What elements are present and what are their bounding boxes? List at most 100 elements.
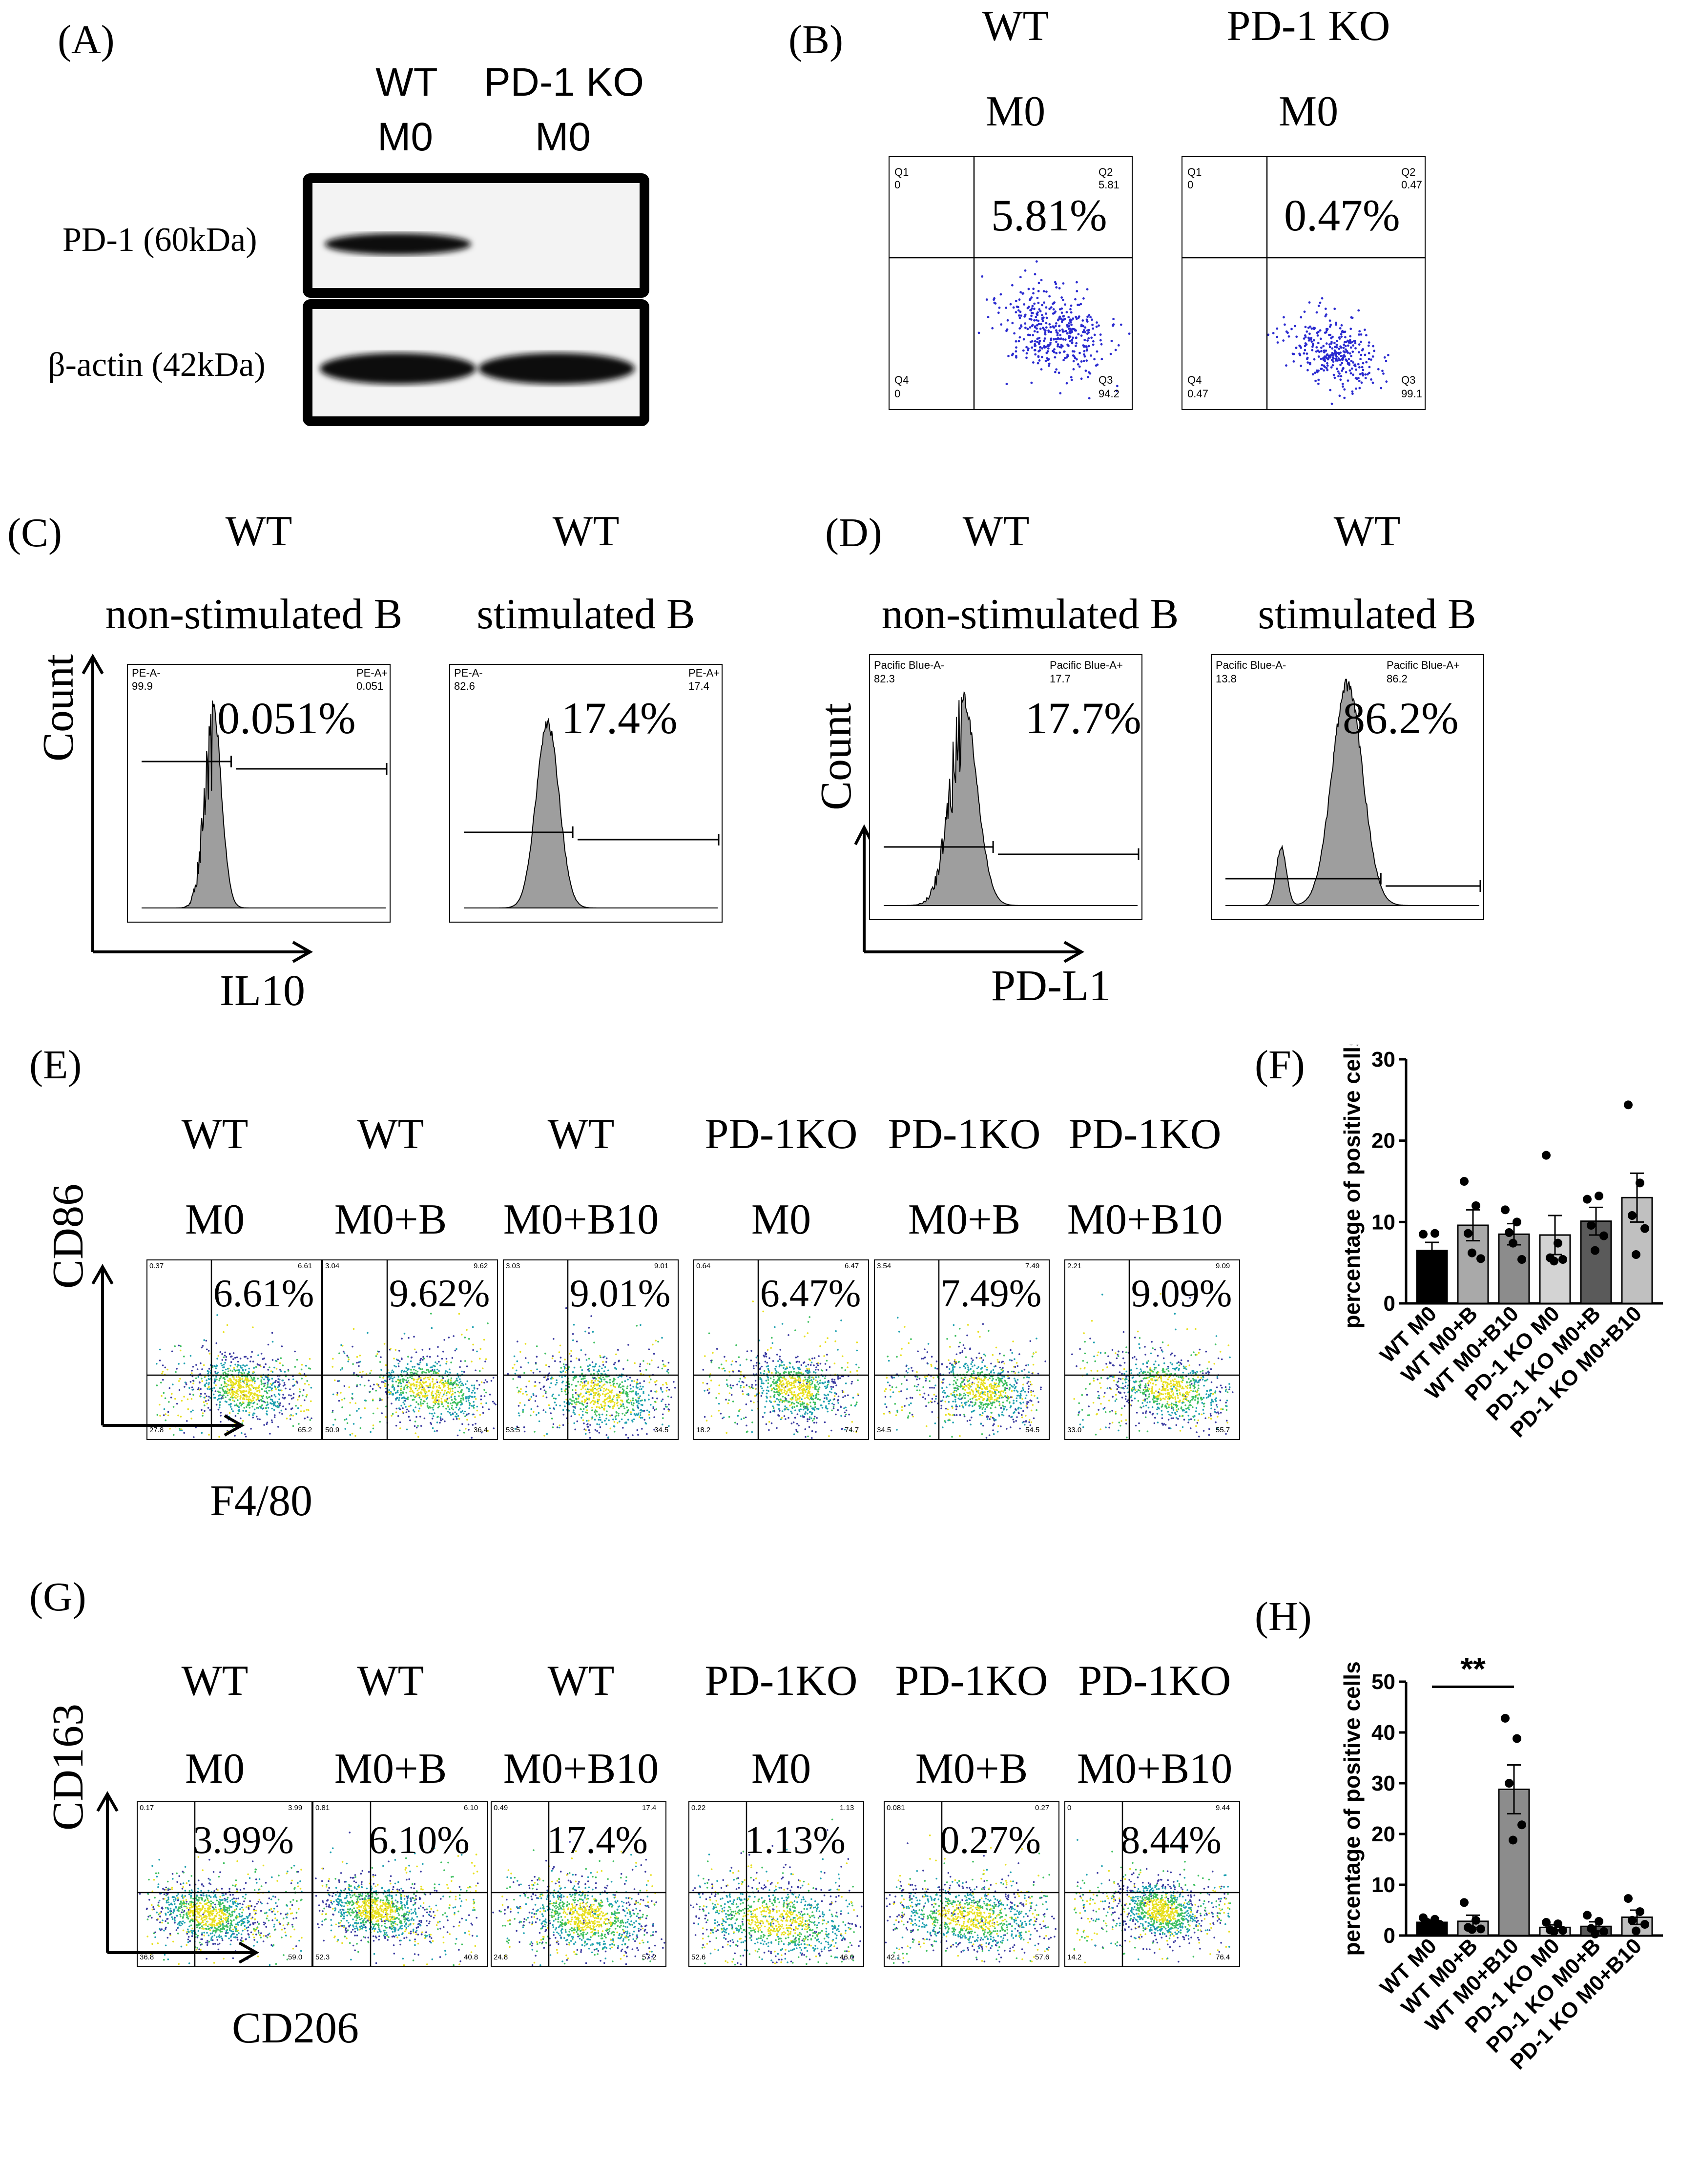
data-point (1468, 1925, 1476, 1934)
y-tick-label: 30 (1371, 1048, 1395, 1071)
data-point (1550, 1257, 1558, 1266)
group-top-label: WT (181, 1111, 249, 1158)
group-top-label: WT (547, 1657, 615, 1705)
q4-value: 14.2 (1067, 1953, 1082, 1961)
group-percentage: 6.10% (369, 1819, 470, 1862)
b-wt-percentage: 5.81% (991, 190, 1107, 240)
q1-value: 3.54 (877, 1262, 891, 1270)
group-percentage: 9.62% (389, 1272, 490, 1315)
data-point (1472, 1201, 1480, 1210)
group-top-label: WT (357, 1111, 424, 1158)
d-percentage-2: 86.2% (1343, 693, 1459, 743)
data-point (1472, 1916, 1480, 1925)
d-cond-1: non-stimulated B (881, 591, 1179, 638)
data-point (1430, 1229, 1439, 1238)
y-tick-label: 0 (1384, 1292, 1395, 1316)
q2-value: 3.99 (288, 1804, 303, 1812)
c-percentage-2: 17.4% (561, 693, 678, 743)
group-bottom-label: M0 (751, 1196, 811, 1243)
q4-value: 42.1 (887, 1953, 901, 1961)
gate-neg-label: PE-A- (454, 667, 483, 679)
group-top-label: PD-1KO (895, 1657, 1048, 1705)
q4-value: 33.0 (1067, 1426, 1082, 1434)
q4-label: Q4 (1187, 374, 1202, 386)
data-point (1542, 1151, 1551, 1160)
group-percentage: 0.27% (940, 1819, 1041, 1862)
data-point (1554, 1919, 1562, 1929)
q3-label: Q3 (1401, 374, 1416, 386)
q2-value: 0.27 (1035, 1804, 1050, 1812)
gate-neg-label: PE-A- (132, 667, 161, 679)
group-bottom-label: M0+B (915, 1745, 1028, 1793)
y-tick-label: 20 (1371, 1822, 1395, 1846)
gate-pos-value: 17.4 (688, 680, 709, 692)
c-axis-arrows (82, 653, 313, 963)
q2-value: 5.81 (1099, 179, 1120, 191)
density-plot (693, 1259, 869, 1440)
data-point (1505, 1779, 1513, 1788)
data-point (1550, 1927, 1558, 1936)
data-point (1468, 1248, 1476, 1257)
q2-value: 6.61 (298, 1262, 312, 1270)
q1-value: 2.21 (1067, 1262, 1082, 1270)
group-percentage: 6.61% (213, 1272, 314, 1315)
e-y-axis-label: CD86 (44, 1183, 92, 1289)
data-point (1636, 1907, 1644, 1916)
q3-value: 76.4 (1216, 1953, 1230, 1961)
panel-e-label: (E) (29, 1042, 82, 1088)
density-plot (884, 1801, 1059, 1967)
q1-value: 0 (1067, 1804, 1072, 1812)
y-tick-label: 0 (1384, 1924, 1395, 1948)
data-point (1427, 1921, 1435, 1931)
density-plot (688, 1801, 864, 1967)
q3-value: 46.0 (840, 1953, 854, 1961)
group-percentage: 6.47% (760, 1272, 861, 1315)
group-percentage: 17.4% (547, 1819, 648, 1862)
y-tick-label: 10 (1371, 1873, 1395, 1897)
data-point (1501, 1205, 1510, 1215)
group-percentage: 9.09% (1131, 1272, 1232, 1315)
gate-neg-value: 82.6 (454, 680, 475, 692)
q2-value: 6.47 (845, 1262, 859, 1270)
data-point (1435, 1920, 1444, 1929)
d-cond-2: stimulated B (1258, 591, 1476, 638)
y-axis-label: percentage of positive cells (1339, 1045, 1365, 1329)
group-percentage: 8.44% (1120, 1819, 1222, 1862)
group-top-label: WT (547, 1111, 615, 1158)
density-plot (146, 1259, 322, 1440)
density-plot (312, 1801, 488, 1967)
group-percentage: 3.99% (193, 1819, 294, 1862)
data-point (1628, 1211, 1637, 1220)
data-point (1460, 1898, 1469, 1907)
c-cond-1: non-stimulated B (105, 591, 403, 638)
data-point (1628, 1916, 1637, 1925)
q1-value: 0.49 (494, 1804, 508, 1812)
q4-label: Q4 (894, 374, 909, 386)
data-point (1460, 1177, 1469, 1186)
panel-a-label: (A) (58, 17, 115, 62)
y-axis-label: percentage of positive cells (1339, 1661, 1365, 1956)
data-point (1583, 1195, 1592, 1204)
group-bottom-label: M0+B (334, 1745, 447, 1793)
data-point (1591, 1929, 1599, 1938)
q4-value: 34.5 (877, 1426, 891, 1434)
data-point (1435, 1261, 1444, 1271)
group-top-label: PD-1KO (1078, 1657, 1231, 1705)
q4-value: 0.47 (1187, 388, 1208, 400)
group-bottom-label: M0 (185, 1745, 245, 1793)
group-top-label: PD-1KO (705, 1111, 858, 1158)
q1-value: 0 (894, 179, 901, 191)
y-tick-label: 30 (1371, 1772, 1395, 1795)
q1-value: 0 (1187, 179, 1194, 191)
density-plot (491, 1801, 666, 1967)
q4-value: 0 (894, 388, 901, 400)
gate-pos-value: 17.7 (1050, 673, 1071, 685)
panel-c-label: (C) (7, 510, 62, 556)
group-top-label: PD-1KO (705, 1657, 858, 1705)
data-point (1636, 1178, 1644, 1188)
data-point (1476, 1254, 1485, 1263)
c-wt-label-2: WT (552, 508, 620, 555)
significance-marker: ** (1460, 1650, 1486, 1687)
